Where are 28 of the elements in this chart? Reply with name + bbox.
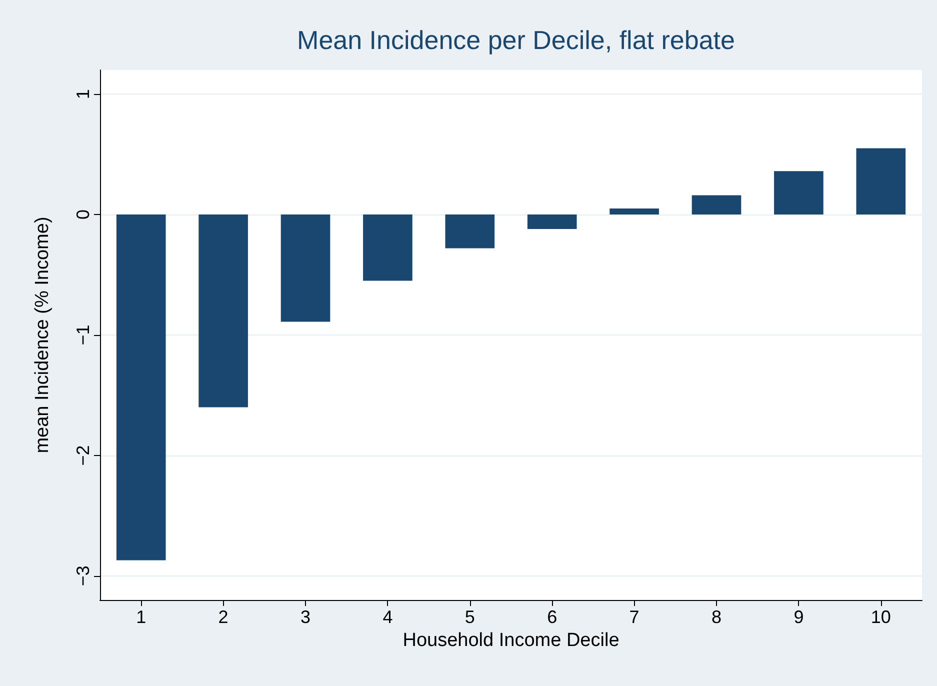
y-axis-title: mean Incidence (% Income) xyxy=(32,216,53,454)
x-tick-label: 1 xyxy=(136,607,146,627)
x-tick-label: 2 xyxy=(218,607,228,627)
x-tick-label: 9 xyxy=(794,607,804,627)
bar xyxy=(527,214,577,229)
x-tick-label: 8 xyxy=(711,607,722,627)
bar xyxy=(445,214,495,248)
bar xyxy=(774,171,824,215)
y-tick-label: −1 xyxy=(73,324,93,346)
x-tick-label: 5 xyxy=(464,607,475,627)
x-tick-label: 10 xyxy=(870,607,891,627)
bar xyxy=(692,195,742,215)
bar xyxy=(856,148,906,215)
bar xyxy=(610,208,659,215)
chart-title: Mean Incidence per Decile, flat rebate xyxy=(297,25,735,55)
x-axis-title: Household Income Decile xyxy=(402,630,620,651)
bar xyxy=(363,214,412,281)
y-tick-label: 0 xyxy=(73,210,93,220)
x-tick-label: 6 xyxy=(547,607,558,627)
y-tick-label: −2 xyxy=(73,445,93,466)
x-tick-label: 7 xyxy=(629,607,640,627)
bar xyxy=(280,214,330,322)
y-tick-label: −3 xyxy=(73,566,93,586)
y-tick-label: 1 xyxy=(73,89,93,100)
bar xyxy=(116,214,166,560)
x-tick-label: 4 xyxy=(382,607,393,627)
x-tick-label: 3 xyxy=(300,607,311,627)
bar xyxy=(198,214,248,408)
